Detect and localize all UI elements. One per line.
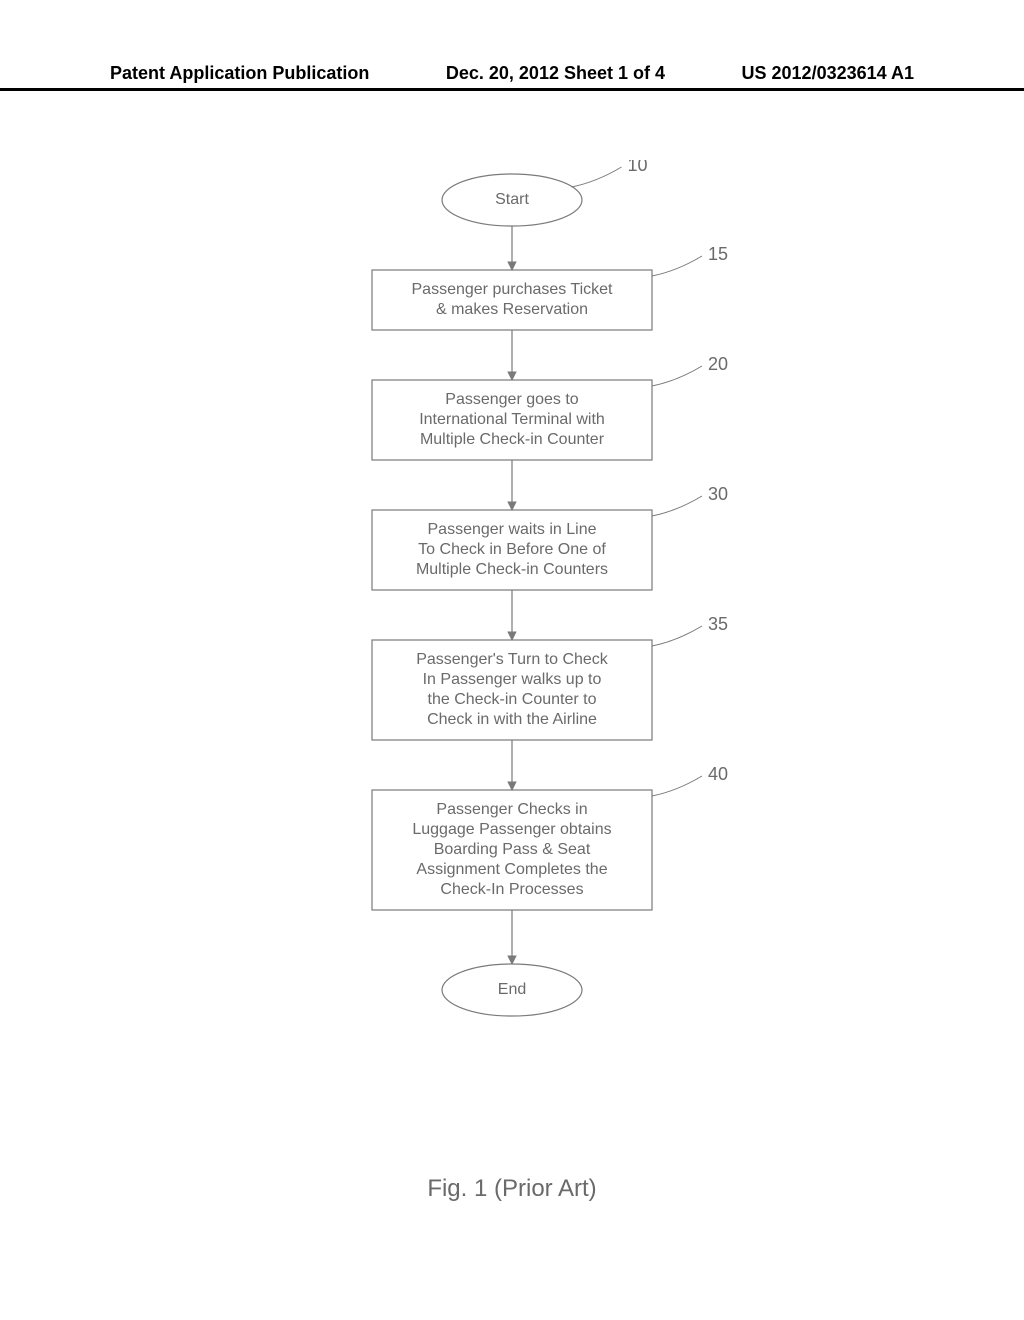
svg-text:15: 15 bbox=[708, 244, 728, 264]
svg-text:Assignment Completes the: Assignment Completes the bbox=[416, 861, 607, 878]
svg-text:10: 10 bbox=[628, 160, 648, 175]
svg-text:Passenger goes to: Passenger goes to bbox=[445, 391, 579, 408]
flow-node-n40: Passenger Checks in Luggage Passenger obt… bbox=[372, 764, 728, 910]
svg-text:35: 35 bbox=[708, 614, 728, 634]
svg-text:the Check-in Counter to: the Check-in Counter to bbox=[428, 691, 597, 708]
flowchart-svg: Start 10 Passenger purchases Ticket & makes… bbox=[252, 160, 772, 1140]
svg-text:In Passenger walks up to: In Passenger walks up to bbox=[423, 671, 602, 688]
flow-node-n35: Passenger's Turn to Check In Passenger wa… bbox=[372, 614, 728, 740]
flow-node-n15: Passenger purchases Ticket & makes Reserv… bbox=[372, 244, 728, 330]
svg-text:30: 30 bbox=[708, 484, 728, 504]
svg-text:Passenger waits in Line: Passenger waits in Line bbox=[428, 521, 597, 538]
svg-text:Luggage Passenger obtains: Luggage Passenger obtains bbox=[412, 821, 611, 838]
svg-text:& makes Reservation: & makes Reservation bbox=[436, 301, 588, 318]
flow-node-n20: Passenger goes to International Terminal … bbox=[372, 354, 728, 460]
svg-text:Start: Start bbox=[495, 191, 529, 208]
flow-node-start: Start 10 bbox=[442, 160, 648, 226]
svg-text:Check-In Processes: Check-In Processes bbox=[440, 881, 583, 898]
svg-text:To Check in Before One of: To Check in Before One of bbox=[418, 541, 606, 558]
flow-node-n30: Passenger waits in Line To Check in Befor… bbox=[372, 484, 728, 590]
header-left: Patent Application Publication bbox=[110, 63, 369, 84]
flowchart-container: Start 10 Passenger purchases Ticket & makes… bbox=[0, 160, 1024, 1140]
page: Patent Application Publication Dec. 20, … bbox=[0, 0, 1024, 1320]
svg-text:Multiple Check-in Counter: Multiple Check-in Counter bbox=[420, 431, 605, 448]
svg-text:End: End bbox=[498, 981, 526, 998]
svg-text:Passenger Checks in: Passenger Checks in bbox=[436, 801, 587, 818]
patent-header: Patent Application Publication Dec. 20, … bbox=[0, 88, 1024, 112]
header-center: Dec. 20, 2012 Sheet 1 of 4 bbox=[446, 63, 665, 84]
flow-node-end: End bbox=[442, 964, 582, 1016]
svg-text:Passenger purchases Ticket: Passenger purchases Ticket bbox=[412, 281, 614, 298]
figure-caption: Fig. 1 (Prior Art) bbox=[0, 1175, 1024, 1203]
svg-text:Check in with the Airline: Check in with the Airline bbox=[427, 711, 597, 728]
svg-text:International Terminal with: International Terminal with bbox=[419, 411, 605, 428]
svg-text:Boarding Pass & Seat: Boarding Pass & Seat bbox=[434, 841, 591, 858]
svg-text:40: 40 bbox=[708, 764, 728, 784]
header-right: US 2012/0323614 A1 bbox=[742, 63, 914, 84]
svg-text:Multiple Check-in Counters: Multiple Check-in Counters bbox=[416, 561, 608, 578]
svg-text:20: 20 bbox=[708, 354, 728, 374]
svg-text:Passenger's Turn to Check: Passenger's Turn to Check bbox=[416, 651, 609, 668]
